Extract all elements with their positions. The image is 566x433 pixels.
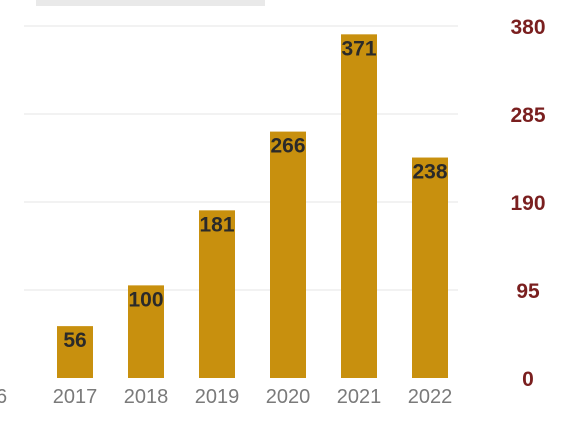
y-tick-label: 95 — [516, 280, 540, 303]
bar-2018[interactable] — [128, 285, 164, 378]
grid-lines — [24, 25, 458, 291]
x-tick-2022: 2022 — [408, 386, 453, 408]
y-tick-label: 0 — [522, 368, 534, 391]
x-tick-2021: 2021 — [337, 386, 382, 408]
y-axis-ticks: 0 95 190 285 380 — [510, 16, 545, 391]
data-label-2022: 238 — [412, 161, 447, 184]
data-label-2019: 181 — [199, 213, 234, 236]
cropped-title-fragment — [36, 0, 265, 6]
x-axis-ticks: 2017 2018 2019 2020 2021 2022 — [53, 386, 453, 408]
y-tick-label: 285 — [510, 104, 545, 127]
bar-2022[interactable] — [412, 157, 448, 378]
bar-2021[interactable] — [341, 34, 377, 378]
data-label-2021: 371 — [341, 37, 376, 60]
bar-2019[interactable] — [199, 210, 235, 378]
y-tick-label: 380 — [510, 16, 545, 39]
bar-2017[interactable] — [57, 326, 93, 378]
x-tick-2018: 2018 — [124, 386, 169, 408]
y-tick-label: 190 — [510, 192, 545, 215]
x-tick-2019: 2019 — [195, 386, 240, 408]
bars — [57, 34, 448, 378]
data-label-2017: 56 — [63, 329, 86, 352]
bar-2020[interactable] — [270, 131, 306, 378]
data-label-2020: 266 — [270, 135, 305, 158]
x-tick-partial: 6 — [0, 386, 7, 408]
data-label-2018: 100 — [128, 288, 163, 311]
x-tick-2017: 2017 — [53, 386, 98, 408]
data-labels: 56 100 181 266 371 238 — [63, 37, 448, 352]
x-tick-2020: 2020 — [266, 386, 311, 408]
